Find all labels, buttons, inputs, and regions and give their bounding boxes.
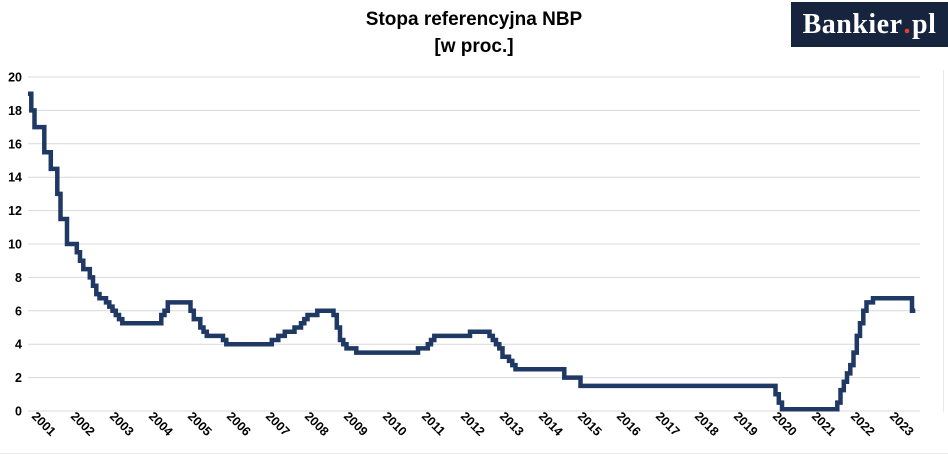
logo-text-main: Bankier: [802, 8, 903, 40]
x-tick-label: 2006: [224, 409, 254, 439]
x-tick-label: 2003: [107, 409, 137, 439]
x-tick-label: 2001: [29, 409, 59, 439]
x-tick-label: 2015: [575, 409, 605, 439]
y-tick-label: 2: [15, 371, 22, 385]
x-tick-label: 2017: [653, 409, 683, 439]
logo-text-suffix: pl: [912, 8, 937, 40]
x-tick-label: 2023: [887, 409, 917, 439]
x-tick-label: 2022: [848, 409, 878, 439]
x-tick-label: 2004: [146, 409, 176, 439]
y-tick-label: 10: [8, 238, 22, 252]
x-tick-label: 2002: [68, 409, 98, 439]
x-tick-label: 2016: [614, 409, 644, 439]
reference-rate-line: [28, 91, 916, 412]
x-tick-label: 2020: [770, 409, 800, 439]
x-tick-label: 2007: [263, 409, 293, 439]
logo-dot: .: [903, 8, 912, 40]
y-tick-label: 16: [8, 137, 22, 151]
x-tick-label: 2012: [458, 409, 488, 439]
y-tick-label: 20: [8, 71, 22, 85]
y-tick-label: 18: [8, 104, 22, 118]
x-tick-label: 2018: [692, 409, 722, 439]
x-tick-label: 2011: [419, 409, 448, 438]
x-tick-label: 2009: [341, 409, 371, 439]
y-tick-label: 6: [15, 304, 22, 318]
x-tick-label: 2014: [536, 409, 566, 439]
x-tick-label: 2010: [380, 409, 410, 439]
x-tick-label: 2013: [497, 409, 527, 439]
x-tick-label: 2019: [731, 409, 761, 439]
x-tick-label: 2008: [302, 409, 332, 439]
y-tick-label: 8: [15, 271, 22, 285]
x-tick-label: 2021: [809, 409, 839, 439]
y-tick-label: 0: [15, 405, 22, 419]
y-tick-label: 14: [8, 171, 22, 185]
x-tick-label: 2005: [185, 409, 215, 439]
y-tick-label: 4: [15, 338, 22, 352]
y-tick-label: 12: [8, 204, 22, 218]
bankier-logo: Bankier. pl: [791, 2, 948, 47]
